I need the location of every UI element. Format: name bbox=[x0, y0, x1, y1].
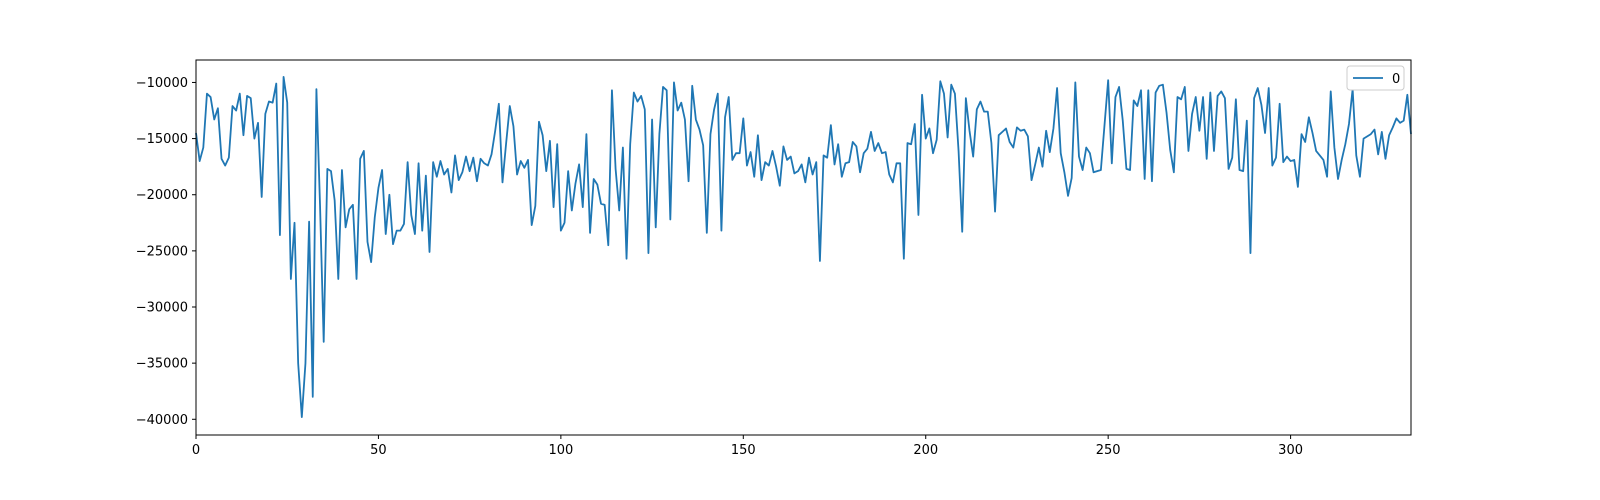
x-tick-label: 50 bbox=[370, 443, 387, 458]
y-tick-label: −35000 bbox=[136, 357, 188, 372]
y-tick-label: −40000 bbox=[136, 413, 188, 428]
x-tick-label: 150 bbox=[731, 443, 756, 458]
y-tick-label: −10000 bbox=[136, 76, 188, 91]
y-tick-label: −30000 bbox=[136, 301, 188, 316]
x-tick-label: 100 bbox=[548, 443, 573, 458]
axes: 0 50 100 150 200 250 300 −40000 −35000 −30000 −250… bbox=[136, 59, 1412, 458]
x-tick-label: 250 bbox=[1096, 443, 1121, 458]
legend: 0 bbox=[1346, 65, 1405, 91]
axes-frame bbox=[195, 59, 1412, 436]
y-tick-label: −25000 bbox=[136, 244, 188, 259]
legend-label: 0 bbox=[1392, 72, 1400, 87]
series-line-0 bbox=[195, 75, 1412, 418]
y-tick-label: −15000 bbox=[136, 132, 188, 147]
x-tick-label: 300 bbox=[1278, 443, 1303, 458]
y-tick-label: −20000 bbox=[136, 188, 188, 203]
x-tick-label: 0 bbox=[192, 443, 200, 458]
x-tick-label: 200 bbox=[913, 443, 938, 458]
plot-area bbox=[195, 75, 1412, 418]
